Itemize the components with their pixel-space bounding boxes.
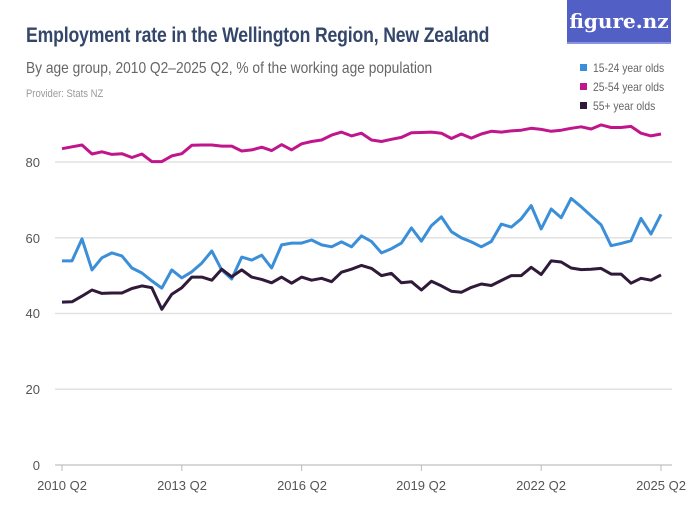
x-tick-label: 2016 Q2 (277, 478, 327, 493)
figure-nz-logo[interactable]: figure.nz (567, 0, 671, 44)
x-tick-label: 2019 Q2 (396, 478, 446, 493)
legend: 15-24 year olds 25-54 year olds 55+ year… (580, 58, 676, 115)
legend-item-25-54: 25-54 year olds (580, 77, 676, 96)
series-line-55-plus (61, 259, 662, 311)
legend-swatch (580, 64, 587, 71)
y-tick-label: 40 (26, 306, 40, 321)
chart-subtitle: By age group, 2010 Q2–2025 Q2, % of the … (26, 60, 433, 77)
x-tick-label: 2013 Q2 (157, 478, 207, 493)
legend-label: 25-54 year olds (593, 79, 665, 94)
x-tick-label: 2025 Q2 (636, 478, 686, 493)
y-tick-label: 80 (26, 155, 40, 170)
x-tick-label: 2022 Q2 (516, 478, 566, 493)
legend-label: 55+ year olds (593, 98, 656, 113)
logo-text: figure.nz (569, 9, 669, 33)
legend-item-15-24: 15-24 year olds (580, 58, 676, 77)
y-tick-label: 20 (26, 382, 40, 397)
series-line-15-24 (62, 196, 663, 290)
series-line-25-54 (61, 123, 662, 164)
legend-item-55-plus: 55+ year olds (580, 96, 676, 115)
y-tick-label: 60 (26, 231, 40, 246)
legend-swatch (580, 83, 587, 90)
y-tick-label: 0 (33, 458, 40, 473)
legend-label: 15-24 year olds (593, 60, 665, 75)
legend-swatch (580, 102, 587, 109)
provider-label: Provider: Stats NZ (26, 88, 104, 100)
chart-title: Employment rate in the Wellington Region… (26, 24, 490, 47)
x-tick-label: 2010 Q2 (37, 478, 87, 493)
